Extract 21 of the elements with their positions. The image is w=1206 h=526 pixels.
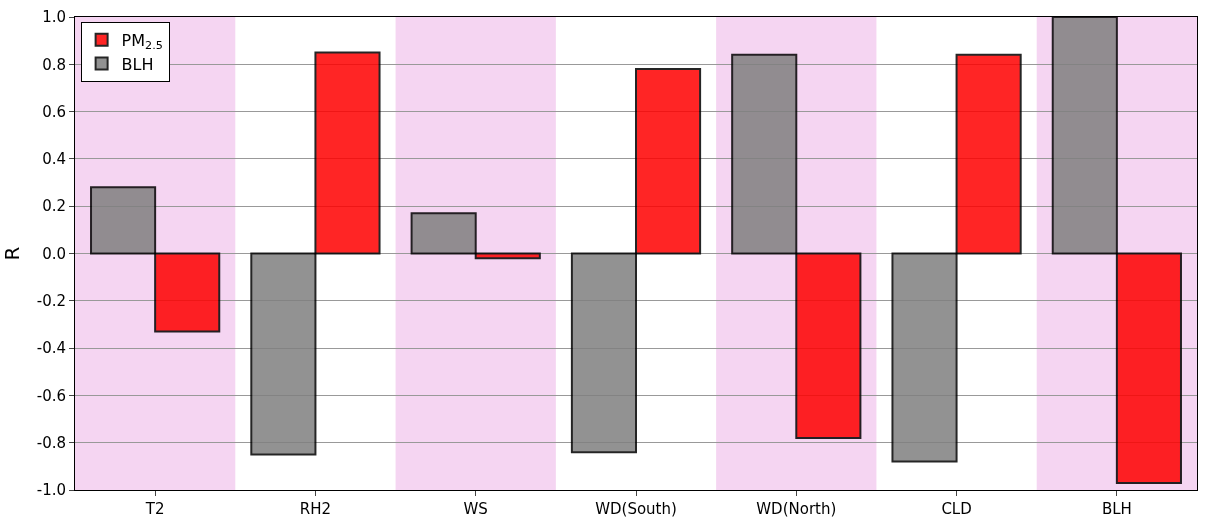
y-tick-label: 0.2	[42, 197, 66, 216]
legend-label: PM$_{2.5}$	[121, 30, 163, 53]
y-tick-label: 0.4	[42, 150, 66, 169]
x-tick-label: WD(North)	[756, 500, 837, 518]
y-tick-label: 0.6	[42, 102, 66, 121]
legend-label: BLH	[121, 54, 154, 74]
y-tick-label: -0.2	[36, 292, 66, 311]
x-tick-label: T2	[144, 500, 165, 518]
y-tick-label: -0.8	[36, 433, 66, 452]
y-tick-label: -0.6	[36, 386, 66, 405]
x-tick-label: CLD	[941, 500, 972, 518]
y-tick-label: 0.0	[42, 244, 66, 263]
x-tick-label: WD(South)	[595, 500, 677, 518]
y-tick-label: -1.0	[36, 481, 66, 500]
x-tick-label: BLH	[1101, 500, 1132, 518]
y-tick-label: -0.4	[36, 339, 66, 358]
x-tick-label: RH2	[299, 500, 332, 518]
y-tick-label: 0.8	[42, 55, 66, 74]
y-tick-label: 1.0	[42, 8, 66, 27]
y-axis-title: R	[0, 246, 24, 261]
x-tick-label: WS	[463, 500, 488, 518]
